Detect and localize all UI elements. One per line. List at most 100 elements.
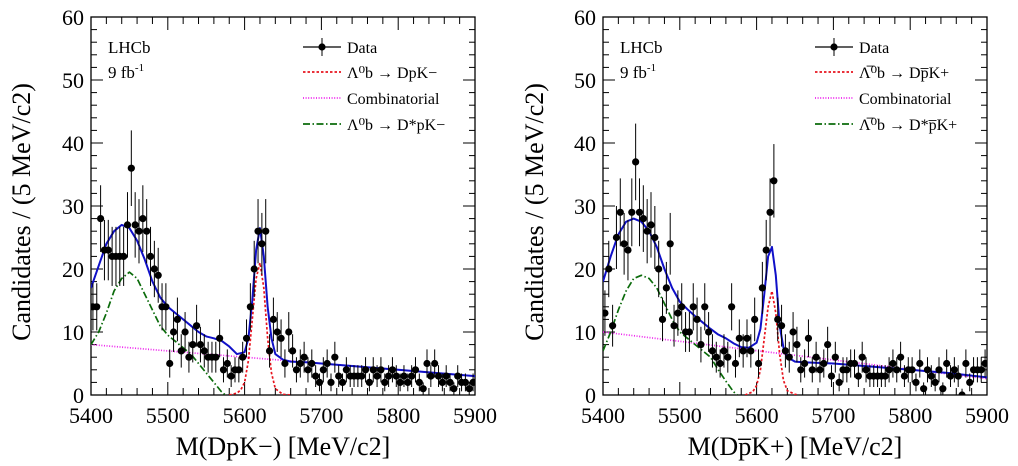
data-marker (465, 385, 473, 393)
data-marker (246, 303, 254, 311)
data-point (381, 373, 389, 392)
data-point (735, 319, 743, 358)
data-point (281, 349, 289, 378)
data-marker (254, 227, 262, 235)
data-marker (377, 366, 385, 374)
legend-entry: Λ̅⁰b → D*p̅K+ (815, 117, 957, 134)
data-marker (647, 221, 655, 229)
data-point (931, 373, 939, 392)
data-marker (304, 366, 312, 374)
data-marker (939, 385, 947, 393)
data-point (181, 312, 189, 352)
data-point (693, 297, 701, 342)
data-point (396, 373, 404, 392)
data-point (408, 365, 416, 388)
data-marker (728, 303, 736, 311)
data-point (927, 365, 935, 388)
data-marker (427, 372, 435, 380)
data-point (219, 357, 228, 383)
data-point (685, 312, 694, 352)
data-marker (962, 359, 970, 368)
luminosity-exponent: -1 (135, 62, 144, 74)
data-marker (854, 372, 862, 380)
data-point (705, 312, 713, 352)
data-marker (632, 158, 640, 166)
data-marker (758, 284, 766, 292)
data-point (169, 312, 178, 352)
data-point (315, 373, 324, 392)
data-marker (185, 353, 193, 361)
plot-area (603, 123, 987, 395)
legend-label: Data (347, 40, 377, 57)
data-marker (365, 378, 373, 386)
data-marker (411, 366, 420, 374)
data-marker (146, 252, 155, 260)
data-point (670, 304, 678, 347)
x-tick-label: 5400 (69, 403, 113, 428)
data-point (143, 199, 151, 264)
legend-entry: Combinatorial (815, 91, 952, 108)
data-marker (735, 334, 743, 342)
data-point (273, 312, 281, 352)
data-marker (127, 164, 135, 172)
y-tick-label: 40 (62, 131, 84, 156)
x-tick-label: 5700 (299, 403, 343, 428)
data-marker (824, 341, 832, 349)
data-marker (388, 366, 397, 374)
data-marker (315, 378, 324, 386)
data-point (335, 365, 343, 388)
data-point (331, 341, 339, 373)
data-point (289, 334, 297, 368)
left-panel: 5400 5500 5600 5700 5800 5900 0 10 20 30 40 50 60 M(D… (7, 5, 497, 461)
data-marker (265, 347, 274, 355)
data-point (862, 357, 870, 383)
data-marker (104, 246, 112, 254)
data-marker (442, 372, 450, 380)
data-point (612, 206, 621, 269)
data-marker (954, 372, 962, 380)
data-point (900, 365, 909, 388)
data-marker (981, 359, 987, 368)
data-point (797, 357, 805, 383)
data-marker (131, 221, 139, 229)
data-marker (935, 366, 943, 374)
data-point (662, 261, 670, 314)
data-point (200, 334, 208, 368)
data-marker (912, 378, 920, 386)
data-marker (658, 315, 667, 323)
total-fit-curve (91, 223, 475, 378)
data-marker (958, 391, 966, 395)
data-point (950, 357, 958, 383)
data-marker (835, 378, 843, 386)
data-point (461, 373, 469, 392)
data-marker (950, 366, 958, 374)
data-marker (708, 347, 717, 355)
data-point (446, 373, 454, 392)
data-point (701, 283, 709, 331)
data-marker (212, 353, 220, 361)
data-point (639, 185, 647, 252)
data-marker (408, 372, 416, 380)
data-point (754, 349, 763, 378)
data-marker (820, 359, 828, 368)
data-marker (327, 378, 335, 386)
data-marker (454, 372, 462, 380)
legend-data-marker (830, 43, 838, 51)
data-marker (812, 353, 820, 361)
data-point (223, 349, 231, 378)
data-marker (651, 233, 659, 242)
data-point (342, 357, 350, 383)
x-tick-label: 5600 (735, 403, 779, 428)
data-point (304, 357, 312, 383)
y-tick-label: 20 (574, 257, 596, 282)
data-point (954, 365, 962, 388)
x-axis-title: M(DpK−) [MeV/c2] (176, 432, 391, 461)
legend-label: Λ̅⁰b → D*p̅K+ (859, 117, 957, 134)
data-marker (797, 366, 805, 374)
data-marker (747, 347, 755, 355)
luminosity-value: 9 fb (108, 63, 135, 82)
data-point (651, 206, 659, 269)
data-marker (666, 240, 674, 248)
data-point (758, 261, 766, 314)
data-marker (893, 366, 901, 374)
